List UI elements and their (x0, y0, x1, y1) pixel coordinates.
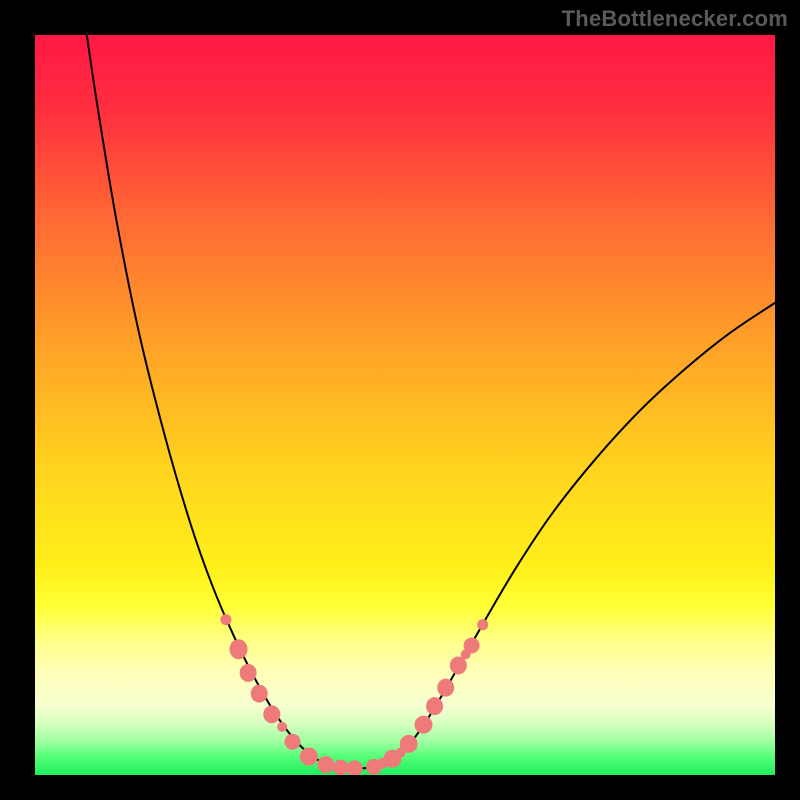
data-marker-small (220, 614, 231, 625)
data-marker-small (396, 748, 406, 758)
data-marker-small (277, 722, 287, 732)
data-marker (230, 639, 248, 659)
gradient-background (35, 35, 775, 775)
chart-container: TheBottlenecker.com (0, 0, 800, 800)
data-marker (450, 656, 467, 674)
data-marker (317, 756, 334, 773)
data-marker (240, 664, 257, 682)
plot-area (35, 35, 775, 775)
watermark-label: TheBottlenecker.com (562, 6, 788, 32)
data-marker (251, 685, 268, 703)
data-marker (300, 748, 318, 766)
data-marker (285, 734, 301, 750)
data-marker (333, 760, 349, 775)
data-marker-small (377, 758, 388, 769)
data-marker (426, 697, 443, 715)
data-marker (415, 716, 433, 734)
data-marker-small (477, 619, 488, 630)
data-marker (437, 679, 454, 697)
plot-svg (35, 35, 775, 775)
data-marker (263, 705, 280, 723)
data-marker-small (461, 649, 471, 659)
